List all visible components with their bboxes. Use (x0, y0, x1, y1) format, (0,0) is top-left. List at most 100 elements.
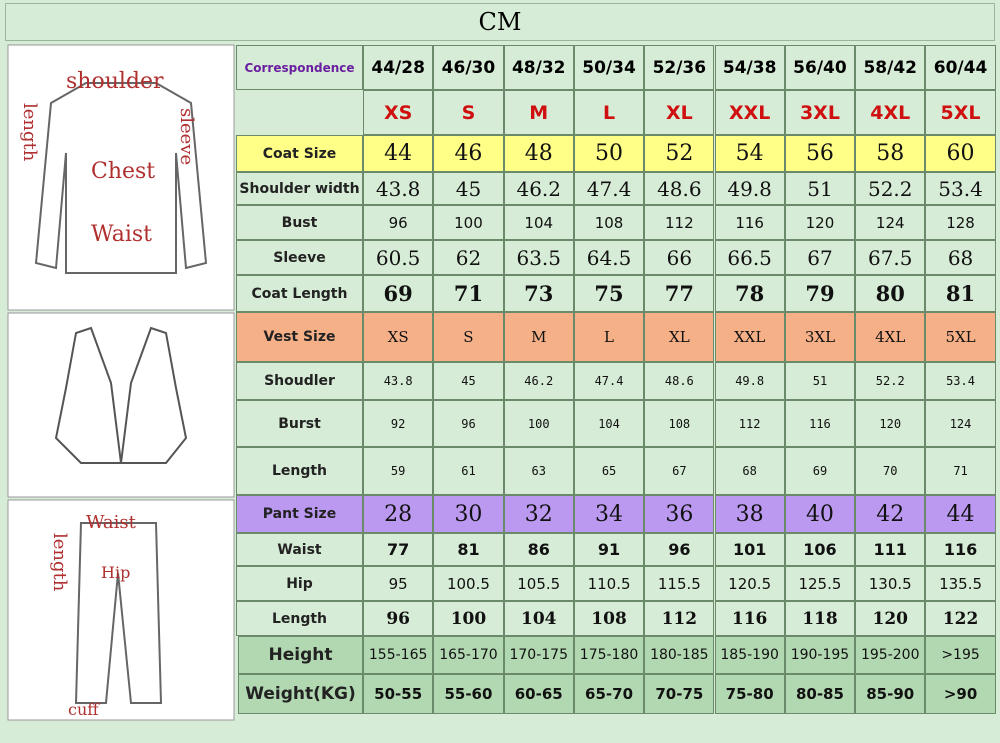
header-cell: 46/30 (433, 45, 504, 90)
table-cell: 42 (855, 495, 926, 533)
table-cell: 190-195 (784, 636, 856, 674)
table-cell: 43.8 (363, 172, 434, 205)
table-cell: 124 (925, 400, 996, 447)
table-cell: L (573, 90, 645, 135)
coat-label: length (19, 103, 40, 162)
table-cell: 112 (714, 400, 785, 447)
row-label: Shoulder width (236, 172, 363, 205)
table-cell: 100 (433, 601, 504, 636)
table-cell: 60-65 (503, 674, 574, 714)
table-cell: 70 (855, 447, 926, 495)
table-cell: 170-175 (503, 636, 574, 674)
table-cell: 68 (925, 240, 996, 275)
title: CM (5, 3, 995, 41)
table-cell: 3XL (784, 90, 856, 135)
table-cell: XS (363, 90, 434, 135)
diagrams: shoulder length sleeve Chest Waist Waist… (7, 44, 235, 721)
header-label: Correspondence (236, 45, 363, 90)
table-cell: 91 (573, 533, 645, 566)
row-label: Sleeve (236, 240, 363, 275)
table-cell: 79 (784, 275, 856, 312)
header-cell: 60/44 (925, 45, 996, 90)
row-label: Shoudler (236, 362, 363, 400)
table-cell: 120 (855, 601, 926, 636)
table-cell: 124 (855, 205, 926, 240)
table-cell: 108 (573, 205, 645, 240)
table-cell: 48 (503, 135, 574, 172)
table-cell: 67.5 (855, 240, 926, 275)
pant-label: length (49, 533, 70, 592)
table-cell: 64.5 (573, 240, 645, 275)
table-cell: 104 (573, 400, 645, 447)
table-cell: 125.5 (784, 566, 856, 601)
table-cell: 50 (573, 135, 645, 172)
table-cell: 65 (573, 447, 645, 495)
table-cell: 52.2 (855, 362, 926, 400)
table-cell: 51 (784, 362, 856, 400)
table-cell: 104 (503, 601, 574, 636)
table-cell: 51 (784, 172, 856, 205)
table-cell: 96 (433, 400, 504, 447)
pant-label: Hip (101, 563, 130, 582)
table-cell: 80 (855, 275, 926, 312)
table-cell: 49.8 (714, 362, 785, 400)
table-cell: 65-70 (573, 674, 645, 714)
table-cell: 66 (644, 240, 715, 275)
table-cell: 4XL (855, 312, 926, 362)
header-cell: 44/28 (363, 45, 434, 90)
table-cell: 59 (363, 447, 434, 495)
table-cell: 111 (855, 533, 926, 566)
table-cell: 32 (503, 495, 574, 533)
table-cell: 118 (784, 601, 856, 636)
table-cell: 46.2 (503, 362, 574, 400)
table-cell: 112 (644, 205, 715, 240)
row-label: Burst (236, 400, 363, 447)
table-cell: 5XL (925, 312, 996, 362)
table-cell: 46 (433, 135, 504, 172)
table-cell: 77 (363, 533, 434, 566)
table-cell: 71 (925, 447, 996, 495)
table-cell: 130.5 (855, 566, 926, 601)
table-cell: 100 (433, 205, 504, 240)
table-cell: 100.5 (433, 566, 504, 601)
table-cell: 81 (925, 275, 996, 312)
table-cell: 106 (784, 533, 856, 566)
table-cell: 101 (714, 533, 785, 566)
row-label: Coat Length (236, 275, 363, 312)
table-cell: 5XL (925, 90, 996, 135)
table-cell: 36 (644, 495, 715, 533)
vest-panel (7, 312, 235, 498)
table-cell: 69 (363, 275, 434, 312)
table-cell: 165-170 (433, 636, 504, 674)
table-cell: 61 (433, 447, 504, 495)
table-cell: 75 (573, 275, 645, 312)
table-cell: 180-185 (644, 636, 715, 674)
table-cell: 63.5 (503, 240, 574, 275)
table-cell: 116 (714, 205, 785, 240)
table-cell: 45 (433, 172, 504, 205)
table-cell: 50-55 (363, 674, 434, 714)
row-label: Length (236, 601, 363, 636)
table-cell: 120 (855, 400, 926, 447)
table-cell: 108 (644, 400, 715, 447)
table-cell: 62 (433, 240, 504, 275)
row-label: Weight(KG) (238, 674, 363, 714)
table-cell: L (573, 312, 645, 362)
table-cell: 128 (925, 205, 996, 240)
table-cell: 195-200 (855, 636, 926, 674)
table-cell: 77 (644, 275, 715, 312)
coat-label: sleeve (176, 108, 197, 165)
table-cell: 122 (925, 601, 996, 636)
table-cell: 52 (644, 135, 715, 172)
table-cell: 54 (714, 135, 785, 172)
row-label: Waist (236, 533, 363, 566)
table-cell: S (433, 90, 504, 135)
table-cell: M (503, 312, 574, 362)
coat-label: Chest (91, 159, 155, 184)
table-cell: 116 (925, 533, 996, 566)
table-cell: 52.2 (855, 172, 926, 205)
table-cell: 46.2 (503, 172, 574, 205)
table-cell: 28 (363, 495, 434, 533)
table-cell: 105.5 (503, 566, 574, 601)
